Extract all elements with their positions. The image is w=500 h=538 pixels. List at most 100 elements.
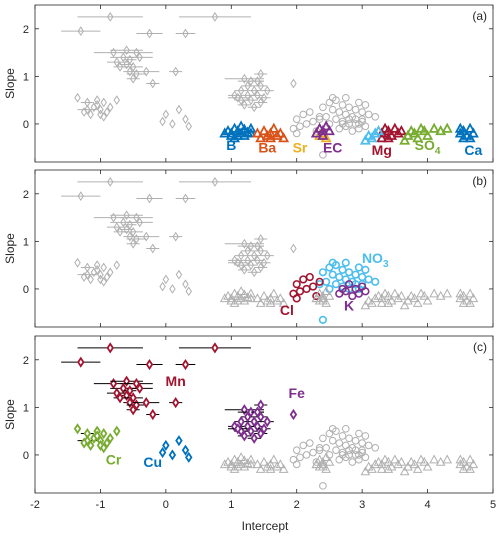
circle-point-no3: [338, 432, 347, 440]
triangle-point-mg: [389, 122, 401, 133]
diamond-point-fe: [247, 95, 255, 106]
triangle-point-ec: [318, 290, 328, 300]
circle-point-no3: [322, 444, 330, 452]
triangle-point-b: [239, 461, 250, 471]
label-b: B: [226, 137, 236, 153]
x-tick-label: 2: [294, 499, 300, 511]
triangle-point-so4: [412, 297, 423, 307]
diamond-point-mn: [211, 12, 219, 22]
y-tick-label: 0: [23, 284, 29, 296]
diamond-point-cr: [97, 104, 104, 115]
label-fe: Fe: [289, 385, 306, 401]
circle-point-cl: [296, 122, 304, 131]
diamond-point-mn: [126, 66, 134, 77]
diamond-point-mn: [77, 356, 85, 368]
circle-point-k: [335, 455, 344, 464]
circle-point-k: [348, 127, 357, 135]
diamond-point-mn: [122, 375, 131, 387]
triangle-point-b: [232, 290, 243, 300]
diamond-point-mn: [182, 193, 189, 204]
triangle-point-so4: [442, 454, 453, 464]
circle-point-k: [338, 451, 347, 459]
triangle-point-ca: [461, 295, 472, 305]
diamond-point-fe: [264, 85, 271, 96]
label-cu: Cu: [143, 454, 162, 470]
triangle-point-ca: [467, 127, 479, 138]
triangle-point-ba: [252, 293, 263, 303]
triangle-point-ba: [262, 461, 273, 471]
triangle-point-ba: [255, 297, 266, 307]
triangle-point-ca: [468, 293, 479, 303]
triangle-point-mgcyan: [370, 293, 381, 303]
triangle-point-ca: [461, 461, 472, 471]
circle-point-no3: [341, 424, 350, 433]
circle-point-no3: [351, 105, 360, 114]
triangle-point-ca: [455, 454, 466, 464]
diamond-point-cr: [103, 437, 111, 449]
circle-point-no3: [335, 108, 344, 116]
diamond-point-fe: [253, 406, 262, 418]
diamond-point-mn: [133, 47, 140, 58]
circle-point-cl: [315, 277, 324, 286]
diamond-point-mn: [116, 392, 124, 404]
triangle-point-mg: [383, 297, 394, 307]
diamond-point-mn: [182, 28, 189, 39]
diamond-point-mn: [77, 26, 85, 37]
circle-point-no3: [358, 439, 366, 447]
circle-point-cl: [292, 280, 301, 289]
triangle-point-so4: [422, 461, 433, 471]
triangle-point-ec: [314, 288, 325, 298]
diamond-point-fe: [250, 102, 258, 113]
circle-point-no3: [315, 446, 324, 454]
diamond-point-mn: [123, 210, 130, 221]
diamond-point-fe: [244, 90, 251, 101]
triangle-point-ba: [258, 124, 270, 136]
diamond-point-mn: [135, 382, 144, 394]
diamond-point-mn: [211, 177, 219, 187]
triangle-point-so4: [409, 459, 420, 469]
triangle-point-ca: [465, 288, 475, 298]
triangle-point-b: [236, 452, 246, 461]
label-so4: SO4: [415, 137, 441, 157]
triangle-point-so4: [408, 127, 420, 138]
triangle-point-so4: [402, 129, 414, 140]
circle-point-no3: [341, 258, 350, 267]
triangle-point-mg: [393, 459, 403, 469]
circle-point-no3: [344, 268, 354, 277]
triangle-point-ca: [464, 132, 476, 143]
y-tick-label: 1: [23, 236, 29, 248]
diamond-point-fe: [241, 265, 248, 275]
circle-point-no3: [361, 432, 370, 440]
triangle-point-so4: [429, 288, 439, 298]
diamond-point-mn: [132, 377, 141, 390]
panel-2: 0 1 2 Slope (b) NO3 Cl K: [3, 169, 494, 328]
diamond-point-mn: [149, 408, 157, 421]
triangle-point-ba: [274, 127, 286, 138]
triangle-point-b: [245, 127, 257, 138]
diamond-point-cr: [93, 265, 101, 275]
triangle-point-b: [229, 132, 241, 143]
triangle-point-b: [246, 288, 256, 298]
triangle-point-ec: [318, 295, 328, 305]
y-axis-label: Slope: [3, 68, 17, 99]
circle-point-no3: [328, 258, 337, 267]
triangle-point-ba: [278, 463, 289, 473]
triangle-point-sr: [321, 297, 331, 307]
circle-point-cl: [309, 448, 317, 457]
triangle-point-ba: [272, 295, 282, 305]
diamond-point-fe: [254, 90, 261, 101]
label-mg: Mg: [372, 142, 392, 158]
diamond-point-mn: [149, 78, 157, 89]
circle-point-no3: [328, 105, 337, 114]
diamond-point-mn: [136, 52, 143, 63]
triangle-point-b: [246, 293, 256, 303]
triangle-point-mg: [396, 456, 407, 466]
circle-point-cl: [306, 108, 314, 116]
diamond-point-cr: [106, 432, 114, 444]
circle-point-no3: [328, 424, 337, 433]
circle-point-no3: [364, 110, 373, 119]
triangle-point-so4: [422, 295, 433, 305]
circle-point-no3: [325, 98, 334, 107]
diamond-point-cr: [99, 442, 108, 454]
triangle-point-so4: [406, 290, 417, 300]
